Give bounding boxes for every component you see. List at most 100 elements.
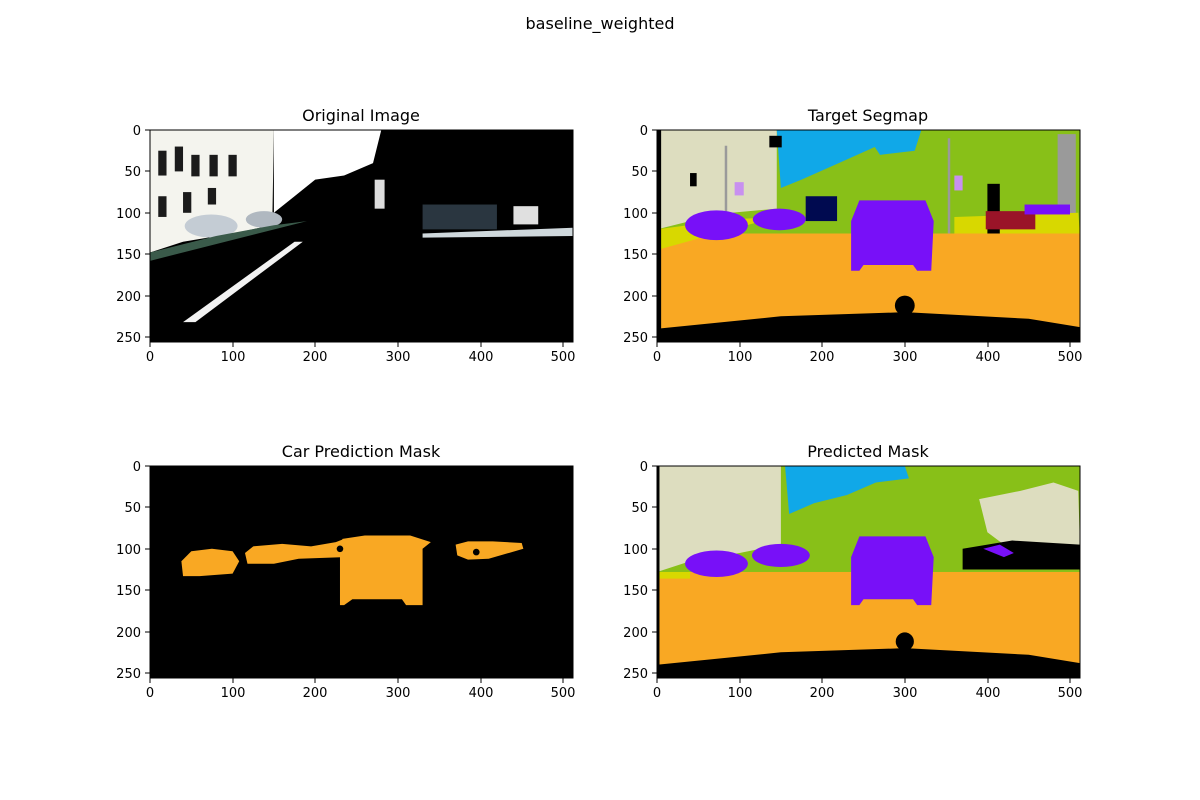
x-axis: 0 100 200 300 400 500 bbox=[146, 678, 576, 701]
mask-car-region bbox=[244, 538, 345, 564]
y-tick-label: 150 bbox=[116, 248, 141, 263]
x-tick-label: 200 bbox=[303, 350, 328, 365]
axes-frame bbox=[656, 129, 1081, 343]
y-tick-label: 200 bbox=[623, 290, 648, 305]
seg-pole bbox=[947, 138, 951, 234]
image-pole bbox=[374, 179, 385, 209]
seg-object bbox=[894, 295, 915, 316]
panel-predicted-mask: Predicted Mask 0 100 2 bbox=[623, 442, 1082, 701]
image-lane-marking bbox=[183, 241, 303, 323]
x-tick-label: 200 bbox=[810, 350, 835, 365]
x-tick-label: 0 bbox=[653, 686, 661, 701]
image-rail bbox=[422, 227, 573, 238]
y-tick-label: 0 bbox=[640, 460, 648, 475]
seg-pole bbox=[724, 145, 728, 225]
panel-title: Car Prediction Mask bbox=[282, 442, 441, 461]
x-tick-label: 500 bbox=[551, 686, 576, 701]
pred-car bbox=[983, 544, 1014, 558]
x-tick-label: 200 bbox=[303, 686, 328, 701]
y-tick-label: 150 bbox=[623, 584, 648, 599]
mask-car-region bbox=[339, 535, 431, 606]
y-tick-label: 250 bbox=[116, 331, 141, 346]
y-tick-label: 50 bbox=[124, 501, 141, 516]
pred-object bbox=[895, 632, 914, 651]
y-tick-label: 0 bbox=[640, 124, 648, 139]
seg-sign bbox=[954, 175, 963, 191]
y-tick-label: 200 bbox=[116, 290, 141, 305]
x-tick-label: 400 bbox=[469, 686, 494, 701]
y-tick-label: 0 bbox=[133, 460, 141, 475]
y-tick-label: 100 bbox=[623, 207, 648, 222]
x-tick-label: 100 bbox=[728, 350, 753, 365]
x-tick-label: 100 bbox=[728, 686, 753, 701]
x-axis: 0 100 200 300 400 500 bbox=[146, 342, 576, 365]
x-tick-label: 500 bbox=[551, 350, 576, 365]
pred-car bbox=[685, 550, 748, 577]
mask-image bbox=[150, 466, 573, 678]
y-axis: 0 50 100 150 200 250 bbox=[116, 460, 150, 682]
x-tick-label: 0 bbox=[146, 350, 154, 365]
image-window bbox=[209, 154, 218, 177]
pred-car bbox=[751, 543, 810, 568]
y-tick-label: 50 bbox=[631, 501, 648, 516]
x-tick-label: 100 bbox=[221, 686, 246, 701]
mask-hole bbox=[336, 545, 344, 553]
pred-building bbox=[657, 466, 781, 572]
x-tick-label: 300 bbox=[386, 350, 411, 365]
y-tick-label: 0 bbox=[133, 124, 141, 139]
image-window bbox=[158, 196, 167, 217]
y-tick-label: 50 bbox=[124, 165, 141, 180]
x-tick-label: 500 bbox=[1058, 686, 1083, 701]
axes-frame bbox=[656, 465, 1081, 679]
image-window bbox=[174, 146, 184, 172]
y-tick-label: 150 bbox=[116, 584, 141, 599]
x-tick-label: 300 bbox=[386, 686, 411, 701]
figure-suptitle: baseline_weighted bbox=[526, 14, 675, 34]
x-tick-label: 200 bbox=[810, 686, 835, 701]
y-tick-label: 50 bbox=[631, 165, 648, 180]
seg-traffic-light bbox=[690, 173, 697, 187]
seg-car bbox=[685, 210, 748, 241]
pred-sky bbox=[785, 466, 909, 515]
seg-building bbox=[657, 130, 777, 230]
mask-hole bbox=[472, 548, 480, 556]
seg-sky bbox=[776, 130, 876, 188]
pred-ego-vehicle bbox=[657, 648, 1080, 678]
x-axis: 0 100 200 300 400 500 bbox=[653, 678, 1083, 701]
image-parked-car bbox=[184, 214, 238, 238]
x-tick-label: 400 bbox=[976, 350, 1001, 365]
x-tick-label: 500 bbox=[1058, 350, 1083, 365]
panel-title: Target Segmap bbox=[807, 106, 928, 125]
y-axis: 0 50 100 150 200 250 bbox=[623, 124, 657, 346]
x-tick-label: 400 bbox=[976, 686, 1001, 701]
image-window bbox=[158, 150, 167, 176]
seg-traffic-light bbox=[769, 135, 782, 148]
x-tick-label: 0 bbox=[146, 686, 154, 701]
seg-car bbox=[752, 208, 806, 231]
y-tick-label: 100 bbox=[116, 543, 141, 558]
y-tick-label: 250 bbox=[116, 667, 141, 682]
image-parked-car bbox=[245, 211, 283, 228]
panel-target-segmap: Target Segmap bbox=[623, 106, 1082, 365]
x-tick-label: 300 bbox=[893, 350, 918, 365]
y-tick-label: 250 bbox=[623, 667, 648, 682]
image-sky bbox=[273, 130, 382, 213]
x-axis: 0 100 200 300 400 500 bbox=[653, 342, 1083, 365]
seg-car bbox=[1024, 204, 1070, 215]
panel-original-image: Original Image bbox=[116, 106, 575, 365]
segmap-image bbox=[657, 130, 1080, 342]
image-tram-area bbox=[422, 204, 497, 230]
y-tick-label: 100 bbox=[116, 207, 141, 222]
mask-car-region bbox=[455, 541, 524, 560]
panel-title: Original Image bbox=[302, 106, 420, 125]
pred-sidewalk bbox=[657, 571, 691, 579]
image-area bbox=[150, 130, 573, 342]
y-tick-label: 200 bbox=[116, 626, 141, 641]
axes-frame bbox=[149, 129, 574, 343]
seg-truck bbox=[805, 196, 838, 222]
panel-title: Predicted Mask bbox=[807, 442, 929, 461]
image-window bbox=[183, 192, 192, 213]
y-axis: 0 50 100 150 200 250 bbox=[623, 460, 657, 682]
